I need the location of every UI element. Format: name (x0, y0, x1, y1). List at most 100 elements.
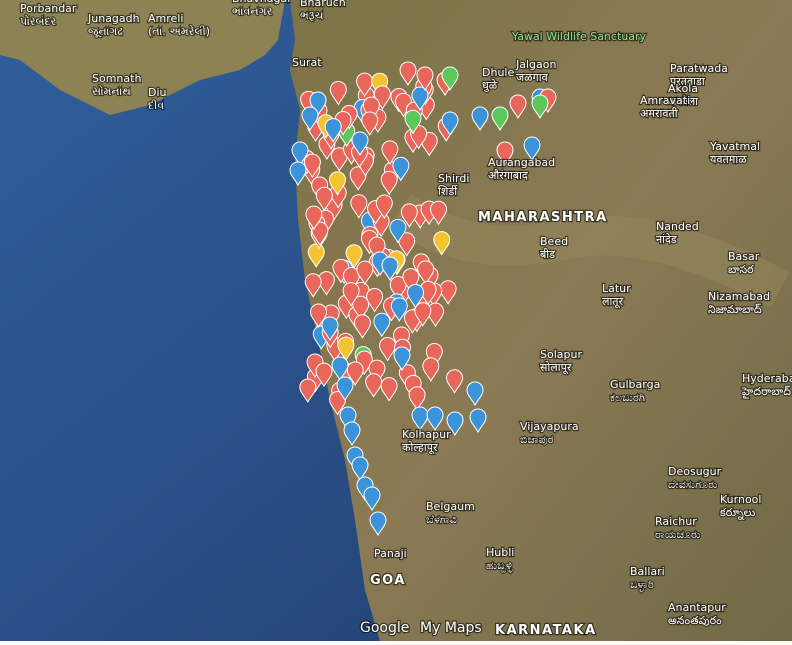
map-pin (329, 81, 347, 106)
region-name: MAHARASHTRA (478, 210, 608, 225)
map-pin (304, 273, 322, 298)
map-pin (331, 356, 349, 382)
map-pin (408, 386, 426, 411)
map-pin (315, 362, 333, 388)
place-name: Bhavnagar (232, 0, 292, 5)
map-pin (324, 118, 342, 143)
map-pin (430, 200, 448, 226)
place-name: Akola (668, 82, 698, 95)
map-pin (289, 161, 307, 187)
place-name: Vijayapura (520, 420, 579, 433)
place-local-name: जळगाव (516, 71, 549, 84)
map-pin (439, 280, 457, 305)
map-pin (417, 260, 435, 285)
place-name: Kolhapur (402, 428, 451, 441)
map-pin (291, 141, 309, 167)
place-local-name: शिर्डी (438, 185, 458, 198)
place-local-name: धुळे (482, 79, 498, 92)
map-pin (345, 244, 363, 269)
map-pin (375, 194, 393, 219)
map-pin (303, 153, 321, 179)
place-name: Solapur (540, 348, 582, 361)
map-pin (373, 312, 391, 338)
place-local-name: अमरावती (640, 107, 678, 120)
map-pin (407, 284, 425, 309)
map-pin (363, 486, 381, 512)
place-local-name: સોમનાથ (92, 85, 131, 98)
place-name: Jalgaon (515, 58, 556, 71)
map-pin (329, 391, 347, 416)
map-pin (471, 106, 489, 132)
map-pin (342, 267, 360, 292)
place-name: Beed (540, 235, 568, 248)
map-pin (425, 343, 443, 368)
map-pin (315, 186, 333, 212)
map-pin (446, 369, 464, 394)
mainland (290, 0, 792, 641)
map-pin (369, 511, 387, 537)
place-local-name: लातूर (602, 295, 624, 309)
map-pin (339, 406, 357, 432)
place-local-name: सोलापूर (540, 361, 572, 375)
place-local-name: ರಾಯಚೂರು (655, 528, 701, 541)
map-pin (441, 111, 459, 137)
place-local-name: ಬಿಜಾಪುರ (520, 433, 554, 446)
map-pin (496, 141, 514, 167)
brand-google: Google (360, 620, 409, 636)
place-local-name: (તા. અમરેલી) (148, 25, 210, 38)
map-pin (433, 231, 451, 256)
place-local-name: నిజామాబాద్ (708, 303, 762, 316)
place-local-name: परतवाडा (670, 75, 705, 88)
map-pin (365, 373, 383, 398)
place-local-name: ભાવનગર (232, 5, 273, 18)
place-name: Junagadh (87, 12, 140, 25)
place-name: Dhule (482, 66, 514, 79)
place-name: Paratwada (670, 62, 728, 75)
place-name: Gulbarga (610, 378, 660, 391)
map-pin (411, 86, 429, 112)
map-pin (398, 232, 416, 257)
place-name: Somnath (92, 72, 141, 85)
map-pin (390, 297, 408, 322)
place-local-name: ಬಳ್ಳಾರಿ (630, 578, 654, 592)
place-name: Diu (148, 86, 167, 99)
map-pin (321, 316, 339, 342)
map-pin (422, 357, 440, 382)
place-name: Raichur (655, 515, 697, 528)
place-local-name: హైదరాబాద్ (741, 385, 791, 399)
place-name: Aurangabad (488, 156, 555, 169)
map-pin (531, 94, 549, 120)
map-pin (311, 221, 329, 247)
map-pin (310, 303, 328, 328)
map-pin (509, 94, 527, 120)
map-pin (399, 61, 417, 87)
map-pin (491, 106, 509, 132)
map-pin (301, 106, 319, 132)
place-local-name: అనంతపురం (668, 614, 722, 627)
map-pin (404, 109, 422, 135)
place-name: Hubli (486, 546, 514, 559)
map-pin (523, 136, 541, 162)
map-pin (389, 218, 407, 244)
map-pin (330, 147, 348, 172)
place-name: Yawal Wildlife Sanctuary (511, 30, 647, 43)
place-local-name: ದೇವಸುಗೂರು (668, 478, 718, 491)
map-pin (414, 302, 432, 327)
place-name: Surat (292, 56, 322, 69)
branding: Google My Maps (359, 619, 483, 638)
map-pin (353, 314, 371, 339)
map-pin (349, 166, 367, 191)
map-pin (356, 72, 374, 98)
place-name: Panaji (374, 547, 407, 560)
map-pin (381, 140, 399, 165)
map-pin (346, 361, 364, 386)
place-name: Deosugur (668, 465, 722, 478)
map-pin (416, 66, 434, 92)
map-pin (328, 171, 346, 196)
place-name: Ballari (630, 565, 665, 578)
map-pin (361, 111, 379, 137)
place-local-name: દીવ (148, 99, 164, 112)
place-local-name: కర్నూలు (720, 506, 755, 520)
